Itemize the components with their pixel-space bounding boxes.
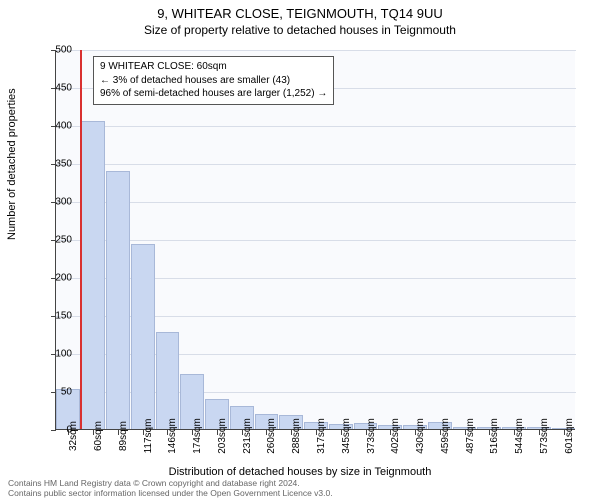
info-line-3: 96% of semi-detached houses are larger (… [100,87,327,101]
plot-area: 32sqm60sqm89sqm117sqm146sqm174sqm203sqm2… [55,50,575,430]
ytick-label: 300 [42,197,72,208]
xtick-label: 516sqm [489,418,500,454]
histogram-bar [156,332,180,429]
xtick-label: 174sqm [192,418,203,454]
xtick-label: 601sqm [564,418,575,454]
gridline [56,202,576,203]
xtick-label: 203sqm [217,418,228,454]
gridline [56,50,576,51]
gridline [56,240,576,241]
xtick-label: 89sqm [118,421,129,451]
xtick-label: 544sqm [514,418,525,454]
xtick-label: 317sqm [316,418,327,454]
ytick-label: 50 [42,387,72,398]
ytick-label: 350 [42,159,72,170]
x-axis-label: Distribution of detached houses by size … [0,466,600,478]
xtick-label: 430sqm [415,418,426,454]
ytick-label: 100 [42,349,72,360]
histogram-bar [131,244,155,429]
xtick-label: 288sqm [291,418,302,454]
xtick-label: 146sqm [167,418,178,454]
xtick-label: 573sqm [539,418,550,454]
ytick-label: 450 [42,83,72,94]
info-line-1: 9 WHITEAR CLOSE: 60sqm [100,60,327,74]
info-line-2: ← 3% of detached houses are smaller (43) [100,74,327,88]
histogram-bar [106,171,130,429]
info-box: 9 WHITEAR CLOSE: 60sqm ← 3% of detached … [93,56,334,105]
property-marker-line [80,50,82,429]
histogram-bar [81,121,105,429]
gridline [56,126,576,127]
ytick-label: 150 [42,311,72,322]
xtick-label: 487sqm [465,418,476,454]
footer-line-2: Contains public sector information licen… [8,488,592,498]
xtick-label: 402sqm [390,418,401,454]
ytick-label: 400 [42,121,72,132]
ytick-label: 200 [42,273,72,284]
xtick-label: 260sqm [266,418,277,454]
xtick-label: 373sqm [366,418,377,454]
xtick-label: 459sqm [440,418,451,454]
y-axis-label: Number of detached properties [6,88,18,240]
xtick-label: 345sqm [341,418,352,454]
footer-line-1: Contains HM Land Registry data © Crown c… [8,478,592,488]
ytick-label: 500 [42,45,72,56]
chart-area: 32sqm60sqm89sqm117sqm146sqm174sqm203sqm2… [55,50,575,430]
page-title: 9, WHITEAR CLOSE, TEIGNMOUTH, TQ14 9UU [0,0,600,21]
page-subtitle: Size of property relative to detached ho… [0,21,600,37]
xtick-label: 231sqm [242,418,253,454]
footer-attribution: Contains HM Land Registry data © Crown c… [8,478,592,498]
ytick-label: 250 [42,235,72,246]
gridline [56,164,576,165]
xtick-label: 60sqm [93,421,104,451]
xtick-label: 117sqm [143,419,154,454]
ytick-label: 0 [42,425,72,436]
